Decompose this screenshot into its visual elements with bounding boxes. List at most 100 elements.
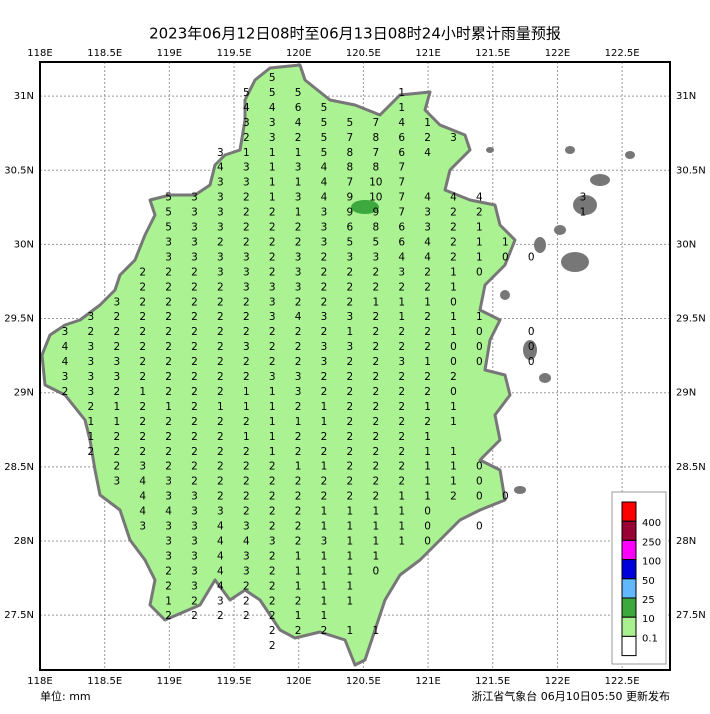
station-value: 2	[217, 610, 224, 622]
station-value: 1	[450, 461, 457, 473]
station-value: 2	[450, 236, 457, 248]
station-value: 3	[191, 222, 198, 234]
station-value: 2	[217, 386, 224, 398]
station-value: 2	[165, 446, 172, 458]
station-value: 2	[269, 506, 276, 518]
station-value: 2	[139, 416, 146, 428]
station-value: 1	[372, 521, 379, 533]
station-value: 3	[191, 491, 198, 503]
station-value: 2	[269, 236, 276, 248]
station-value: 3	[191, 207, 198, 219]
station-value: 3	[347, 251, 354, 263]
station-value: 4	[321, 177, 328, 189]
station-value: 2	[372, 371, 379, 383]
station-value: 3	[243, 341, 250, 353]
station-value: 3	[165, 535, 172, 547]
legend-label: 0.1	[642, 633, 658, 644]
station-value: 2	[217, 476, 224, 488]
station-value: 1	[295, 610, 302, 622]
station-value: 3	[217, 177, 224, 189]
station-value: 2	[165, 431, 172, 443]
station-value: 2	[217, 311, 224, 323]
station-value: 4	[217, 535, 224, 547]
station-value: 3	[88, 371, 95, 383]
station-value: 2	[321, 251, 328, 263]
station-value: 1	[295, 416, 302, 428]
station-value: 3	[398, 266, 405, 278]
station-value: 2	[398, 461, 405, 473]
station-value: 1	[321, 521, 328, 533]
station-value: 2	[191, 371, 198, 383]
station-value: 3	[295, 251, 302, 263]
station-value: 0	[476, 491, 483, 503]
station-value: 3	[243, 177, 250, 189]
station-value: 3	[424, 207, 431, 219]
station-value: 2	[269, 595, 276, 607]
station-value: 1	[217, 401, 224, 413]
station-value: 0	[424, 535, 431, 547]
station-value: 2	[295, 296, 302, 308]
station-value: 8	[372, 222, 379, 234]
station-value: 2	[217, 296, 224, 308]
station-value: 0	[424, 506, 431, 518]
station-value: 6	[398, 222, 405, 234]
station-value: 3	[321, 207, 328, 219]
source-label: 浙江省气象台 06月10日05:50 更新发布	[471, 689, 670, 703]
station-value: 3	[347, 311, 354, 323]
station-value: 1	[243, 147, 250, 159]
station-value: 4	[165, 506, 172, 518]
station-value: 2	[372, 266, 379, 278]
station-value: 1	[347, 521, 354, 533]
station-value: 2	[347, 356, 354, 368]
station-value: 4	[295, 311, 302, 323]
station-value: 2	[398, 281, 405, 293]
station-value: 2	[321, 491, 328, 503]
station-value: 7	[347, 132, 354, 144]
station-value: 2	[372, 401, 379, 413]
station-value: 3	[191, 521, 198, 533]
station-value: 4	[424, 147, 431, 159]
station-value: 1	[372, 625, 379, 637]
station-value: 2	[424, 386, 431, 398]
station-value: 2	[398, 341, 405, 353]
station-value: 2	[450, 222, 457, 234]
station-value: 3	[424, 222, 431, 234]
station-value: 2	[113, 326, 120, 338]
station-value: 2	[243, 416, 250, 428]
station-value: 1	[269, 446, 276, 458]
station-value: 2	[295, 535, 302, 547]
station-value: 2	[191, 595, 198, 607]
station-value: 4	[450, 192, 457, 204]
station-value: 0	[476, 326, 483, 338]
station-value: 1	[165, 401, 172, 413]
x-tick-label-bottom: 120E	[286, 676, 311, 687]
station-value: 4	[139, 491, 146, 503]
station-value: 2	[424, 326, 431, 338]
station-value: 2	[347, 476, 354, 488]
station-value: 2	[139, 326, 146, 338]
station-value: 2	[165, 610, 172, 622]
station-value: 2	[269, 251, 276, 263]
station-value: 2	[372, 446, 379, 458]
station-value: 1	[295, 207, 302, 219]
station-value: 2	[321, 476, 328, 488]
station-value: 1	[450, 266, 457, 278]
station-value: 3	[243, 521, 250, 533]
station-value: 1	[580, 207, 587, 219]
station-value: 2	[321, 296, 328, 308]
rain-patch	[351, 200, 379, 214]
station-value: 2	[113, 341, 120, 353]
station-value: 2	[191, 311, 198, 323]
station-value: 2	[217, 341, 224, 353]
station-value: 2	[476, 207, 483, 219]
station-value: 2	[139, 281, 146, 293]
station-value: 8	[347, 162, 354, 174]
station-value: 2	[269, 207, 276, 219]
station-value: 2	[321, 386, 328, 398]
station-value: 2	[295, 326, 302, 338]
station-value: 2	[165, 266, 172, 278]
station-value: 3	[321, 341, 328, 353]
station-value: 3	[217, 251, 224, 263]
station-value: 1	[347, 565, 354, 577]
station-value: 1	[424, 117, 431, 129]
